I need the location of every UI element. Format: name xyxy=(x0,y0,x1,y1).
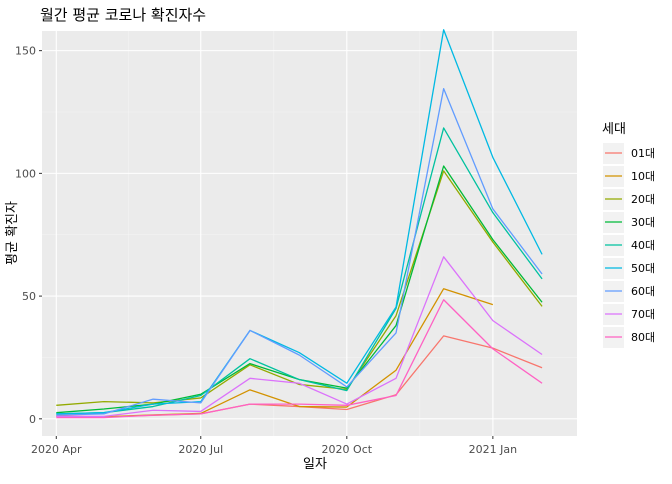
series-line-40대 xyxy=(56,127,543,415)
legend-label: 70대 xyxy=(631,308,655,321)
series-line-20대 xyxy=(56,170,543,406)
y-tick-label: 150 xyxy=(15,45,36,58)
y-tick-label: 50 xyxy=(22,290,36,303)
legend-label: 30대 xyxy=(631,216,655,229)
legend-label: 20대 xyxy=(631,193,655,206)
legend-label: 50대 xyxy=(631,262,655,275)
minor-gridlines xyxy=(42,31,577,436)
legend-label: 40대 xyxy=(631,239,655,252)
x-tick-label: 2020 Jul xyxy=(178,443,223,456)
plot-background xyxy=(42,31,577,436)
y-tick-label: 100 xyxy=(15,167,36,180)
chart-title: 월간 평균 코로나 확진자수 xyxy=(40,6,206,24)
series-layer xyxy=(56,29,543,419)
legend-title: 세대 xyxy=(602,122,626,137)
series-line-70대 xyxy=(56,256,543,418)
x-axis-title: 일자 xyxy=(303,457,327,472)
major-gridlines xyxy=(42,31,577,436)
y-tick-label: 0 xyxy=(29,413,36,426)
legend-label: 01대 xyxy=(631,147,655,160)
legend-label: 80대 xyxy=(631,331,655,344)
series-line-50대 xyxy=(56,29,543,415)
x-axis: 2020 Apr 2020 Jul 2020 Oct 2021 Jan xyxy=(31,436,517,456)
y-axis: 0 50 100 150 xyxy=(15,45,42,426)
legend-label: 60대 xyxy=(631,285,655,298)
legend-label: 10대 xyxy=(631,170,655,183)
series-line-60대 xyxy=(56,88,543,416)
y-axis-title: 평균 확진자 xyxy=(5,201,20,265)
x-tick-label: 2020 Apr xyxy=(31,443,82,456)
legend: 01대 10대 20대 30대 40대 50대 60대 70대 80대 xyxy=(603,143,655,348)
series-line-80대 xyxy=(56,299,543,419)
x-tick-label: 2021 Jan xyxy=(469,443,517,456)
x-tick-label: 2020 Oct xyxy=(322,443,373,456)
